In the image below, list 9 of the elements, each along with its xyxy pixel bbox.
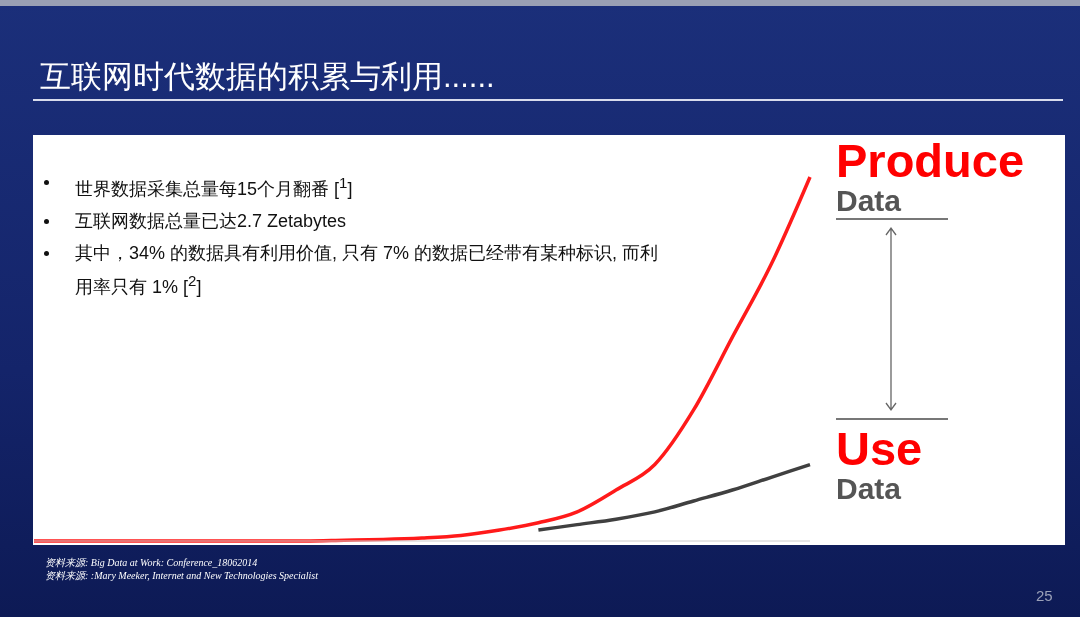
annotation: 世界数据采集总量每15个月翻番 [$^{1}$]: [75, 173, 353, 201]
text: 资料来源: Big Data at Work: Conference_18062014: [45, 556, 259, 569]
annotation: 互联网数据总量已达2.7 Zetabytes: [75, 210, 347, 233]
text: 资料来源: :Mary Meeker, Internet and New Technologies Specialist: [45, 569, 318, 582]
chart-title: 互联网时代数据的积累与利用......: [40, 58, 495, 96]
series-label: Produce Data: [836, 134, 1025, 217]
text: 25: [1036, 587, 1053, 604]
annotation: 其中，34% 的数据具有利用价值, 只有 7% 的数据已经带有某种标识, 而利用率只有 1% [$^{2}$]: [75, 242, 660, 299]
series-label: Use Data: [836, 421, 923, 505]
